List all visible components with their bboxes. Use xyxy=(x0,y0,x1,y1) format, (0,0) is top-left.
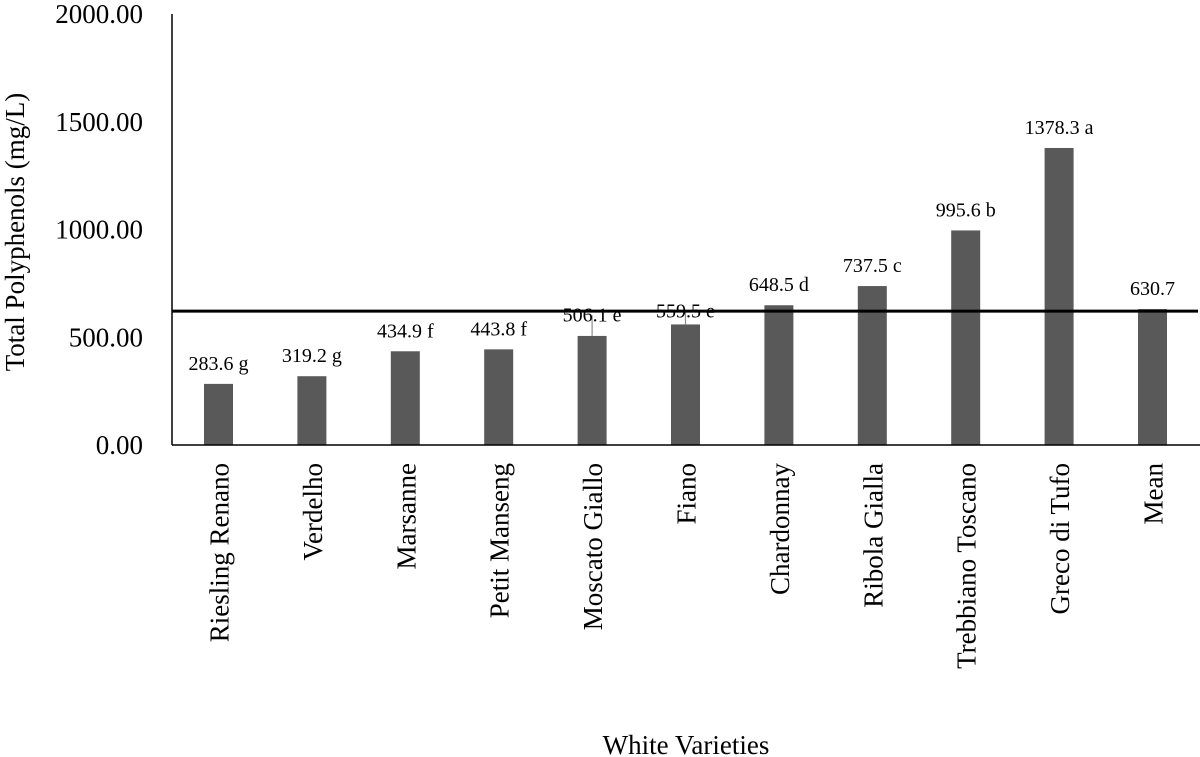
x-tick-label: Fiano xyxy=(672,463,702,525)
data-label: 443.8 f xyxy=(470,318,527,340)
y-tick-label: 500.00 xyxy=(69,322,143,352)
x-tick-label: Mean xyxy=(1139,463,1169,525)
bar xyxy=(671,324,700,445)
y-axis-title: Total Polyphenols (mg/L) xyxy=(0,93,30,372)
bar xyxy=(204,383,233,445)
data-labels: 283.6 g 319.2 g 434.9 f 443.8 f 506.1 e 559.5… xyxy=(189,117,1176,375)
bar xyxy=(951,230,981,445)
bar xyxy=(764,305,794,445)
x-tick-label: Marsanne xyxy=(391,463,421,569)
category-labels: Riesling Renano Verdelho Marsanne Petit Man… xyxy=(205,463,1169,669)
x-tick-label: Greco di Tufo xyxy=(1045,463,1075,615)
x-tick-label: Trebbiano Toscano xyxy=(952,463,982,669)
data-label: 506.1 e xyxy=(563,304,622,326)
bars xyxy=(204,147,1167,445)
data-label: 737.5 c xyxy=(843,255,902,277)
y-tick-label: 1000.00 xyxy=(55,215,143,245)
data-label: 995.6 b xyxy=(936,199,996,221)
bar xyxy=(390,351,420,445)
y-tick-label: 1500.00 xyxy=(55,107,143,137)
data-label: 319.2 g xyxy=(282,345,342,367)
x-tick-label: Verdelho xyxy=(298,463,328,560)
bar xyxy=(484,349,514,445)
x-tick-label: Petit Manseng xyxy=(485,463,515,618)
x-tick-label: Riesling Renano xyxy=(205,463,235,642)
x-tick-label: Moscato Giallo xyxy=(578,463,608,630)
bar xyxy=(577,335,607,445)
data-label: 648.5 d xyxy=(749,274,809,296)
data-label: 283.6 g xyxy=(189,353,249,375)
bar xyxy=(297,376,327,445)
data-label: 1378.3 a xyxy=(1025,117,1094,139)
data-label: 630.7 xyxy=(1130,278,1175,300)
x-tick-label: Ribola Gialla xyxy=(858,463,888,608)
bar xyxy=(1044,147,1074,445)
error-bars xyxy=(591,311,687,336)
y-tick-label: 2000.00 xyxy=(55,0,143,29)
x-axis-title: White Varieties xyxy=(603,730,770,757)
y-axis-ticks: 0.00 500.00 1000.00 1500.00 2000.00 xyxy=(55,0,143,460)
data-label: 559.5 e xyxy=(656,300,715,322)
data-label: 434.9 f xyxy=(377,320,434,342)
bar xyxy=(1138,309,1167,445)
y-tick-label: 0.00 xyxy=(96,430,143,460)
x-tick-label: Chardonnay xyxy=(765,463,795,595)
